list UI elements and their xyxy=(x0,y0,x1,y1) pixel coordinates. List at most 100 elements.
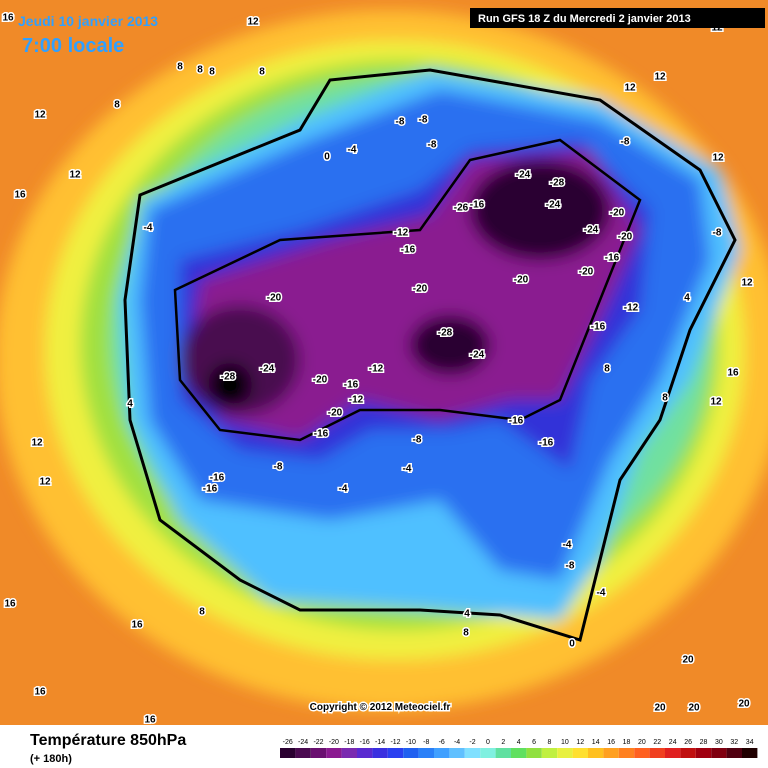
contour-label: -12 xyxy=(369,364,384,375)
contour-label: -24 xyxy=(546,200,561,211)
contour-label: 12 xyxy=(712,153,724,164)
contour-label: -12 xyxy=(624,303,639,314)
contour-label: 20 xyxy=(654,703,666,714)
copyright: Copyright © 2012 Meteociel.fr xyxy=(310,702,451,713)
colorbar-label: -6 xyxy=(439,739,445,746)
contour-label: -8 xyxy=(621,137,630,148)
contour-label: -16 xyxy=(605,253,620,264)
colorbar-swatch xyxy=(418,748,434,758)
colorbar-label: 6 xyxy=(532,739,536,746)
colorbar-label: -20 xyxy=(329,739,339,746)
contour-label: 20 xyxy=(688,703,700,714)
colorbar-swatch xyxy=(434,748,450,758)
contour-label: -24 xyxy=(584,225,599,236)
contour-label: -24 xyxy=(260,364,275,375)
contour-label: -16 xyxy=(539,438,554,449)
contour-label: -16 xyxy=(210,473,225,484)
contour-label: 16 xyxy=(2,13,14,24)
colorbar-swatch xyxy=(449,748,465,758)
contour-label: 12 xyxy=(69,170,81,181)
colorbar-swatch xyxy=(557,748,573,758)
colorbar-swatch xyxy=(649,748,665,758)
colorbar-swatch xyxy=(742,748,758,758)
contour-label: 0 xyxy=(324,152,330,163)
contour-label: -16 xyxy=(470,200,485,211)
contour-label: 8 xyxy=(604,364,610,375)
contour-label: -24 xyxy=(470,350,485,361)
contour-label: 16 xyxy=(34,687,46,698)
contour-label: -20 xyxy=(328,408,343,419)
contour-label: 16 xyxy=(144,715,156,726)
colorbar-label: 32 xyxy=(730,739,738,746)
contour-label: -20 xyxy=(618,232,633,243)
colorbar-swatch xyxy=(326,748,342,758)
colorbar-label: 14 xyxy=(592,739,600,746)
colorbar-label: -26 xyxy=(283,739,293,746)
contour-label: -4 xyxy=(597,588,606,599)
colorbar-label: 18 xyxy=(623,739,631,746)
colorbar-label: 4 xyxy=(517,739,521,746)
contour-label: -28 xyxy=(438,328,453,339)
colorbar-swatch xyxy=(588,748,604,758)
contour-label: -4 xyxy=(348,145,357,156)
colorbar-label: 2 xyxy=(501,739,505,746)
contour-label: 4 xyxy=(127,399,133,410)
colorbar-swatch xyxy=(603,748,619,758)
colorbar-label: 20 xyxy=(638,739,646,746)
colorbar-label: -18 xyxy=(344,739,354,746)
contour-label: -4 xyxy=(339,484,348,495)
colorbar-swatch xyxy=(680,748,696,758)
contour-label: -8 xyxy=(566,561,575,572)
contour-label: -16 xyxy=(401,245,416,256)
contour-label: 12 xyxy=(710,397,722,408)
contour-label: -8 xyxy=(713,228,722,239)
run-box xyxy=(470,8,765,28)
contour-label: 16 xyxy=(4,599,16,610)
contour-label: 12 xyxy=(39,477,51,488)
time: 7:00 locale xyxy=(22,35,124,57)
contour-label: 20 xyxy=(682,655,694,666)
colorbar-label: -2 xyxy=(469,739,475,746)
colorbar-swatch xyxy=(618,748,635,758)
contour-label: -16 xyxy=(203,484,218,495)
contour-label: -12 xyxy=(394,228,409,239)
colorbar-swatch xyxy=(310,748,327,758)
colorbar-label: 16 xyxy=(607,739,615,746)
colorbar-label: 24 xyxy=(669,739,677,746)
contour-label: 8 xyxy=(209,67,215,78)
contour-label: 12 xyxy=(31,438,43,449)
contour-label: 12 xyxy=(247,17,259,28)
footer-title: Température 850hPa xyxy=(30,732,186,749)
contour-label: 8 xyxy=(662,393,668,404)
footer-panel xyxy=(0,725,768,768)
colorbar-label: -10 xyxy=(406,739,416,746)
contour-label: 4 xyxy=(464,609,470,620)
contour-label: -16 xyxy=(314,429,329,440)
colorbar: -26 -24 -22 -20 -18 -16 -14 -12 -10 -8 -6 -4 -2 0 2 4 6 8… xyxy=(280,739,758,758)
contour-label: 16 xyxy=(727,368,739,379)
colorbar-swatch xyxy=(726,748,742,758)
contour-label: -20 xyxy=(313,375,328,386)
contour-label: -12 xyxy=(349,395,364,406)
contour-label: 12 xyxy=(654,72,666,83)
contour-label: 16 xyxy=(131,620,143,631)
date: Jeudi 10 janvier 2013 xyxy=(18,13,158,29)
contour-label: -16 xyxy=(344,380,359,391)
contour-label: 8 xyxy=(199,607,205,618)
contour-label: 12 xyxy=(34,110,46,121)
colorbar-label: 8 xyxy=(548,739,552,746)
colorbar-label: -14 xyxy=(375,739,385,746)
colorbar-swatch xyxy=(634,748,650,758)
colorbar-label: 22 xyxy=(653,739,661,746)
contour-label: -8 xyxy=(428,140,437,151)
colorbar-swatch xyxy=(280,748,296,758)
map-field xyxy=(0,0,768,725)
colorbar-swatch xyxy=(341,748,357,758)
contour-label: 20 xyxy=(738,699,750,710)
contour-label: -26 xyxy=(454,203,469,214)
contour-label: 0 xyxy=(569,639,575,650)
contour-label: -20 xyxy=(579,267,594,278)
colorbar-label: 26 xyxy=(684,739,692,746)
contour-label: 12 xyxy=(741,278,753,289)
